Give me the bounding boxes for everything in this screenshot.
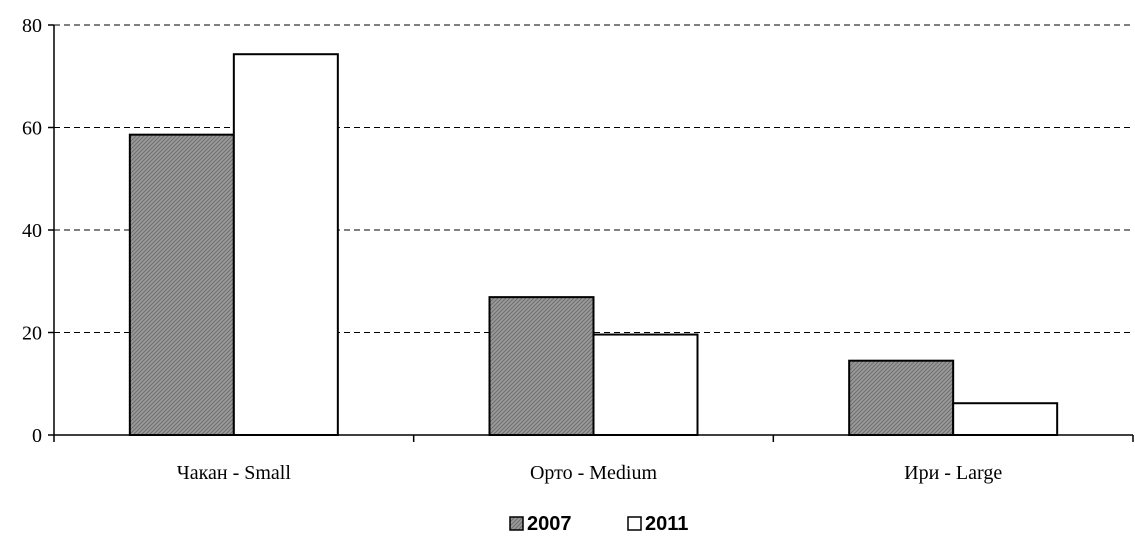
x-tick-label: Орто - Medium xyxy=(530,462,658,484)
bar-2007-3 xyxy=(848,359,955,436)
bar-2007-1 xyxy=(128,133,235,437)
bar-2011-3 xyxy=(952,402,1059,437)
y-tick-label: 60 xyxy=(22,118,42,140)
legend: 2007 2011 xyxy=(509,513,688,535)
y-tick-label: 40 xyxy=(22,220,42,242)
axes xyxy=(48,24,1134,442)
axis-labels: 0 20 40 60 80 Чакан - Small Орто - Medium Ири -… xyxy=(22,15,1002,484)
legend-swatch-2007 xyxy=(509,516,524,531)
legend-label-2011: 2011 xyxy=(645,513,688,535)
bar-2011-1 xyxy=(232,53,339,437)
bar-2007-2 xyxy=(488,296,595,437)
bars xyxy=(128,53,1059,437)
x-tick-label: Ири - Large xyxy=(904,462,1002,484)
y-tick-label: 0 xyxy=(32,425,42,447)
y-tick-label: 20 xyxy=(22,323,42,345)
legend-swatch-2011 xyxy=(627,516,642,531)
legend-label-2007: 2007 xyxy=(527,513,572,535)
x-tick-label: Чакан - Small xyxy=(177,462,292,484)
y-tick-label: 80 xyxy=(22,15,42,37)
bar-2011-2 xyxy=(592,333,699,436)
